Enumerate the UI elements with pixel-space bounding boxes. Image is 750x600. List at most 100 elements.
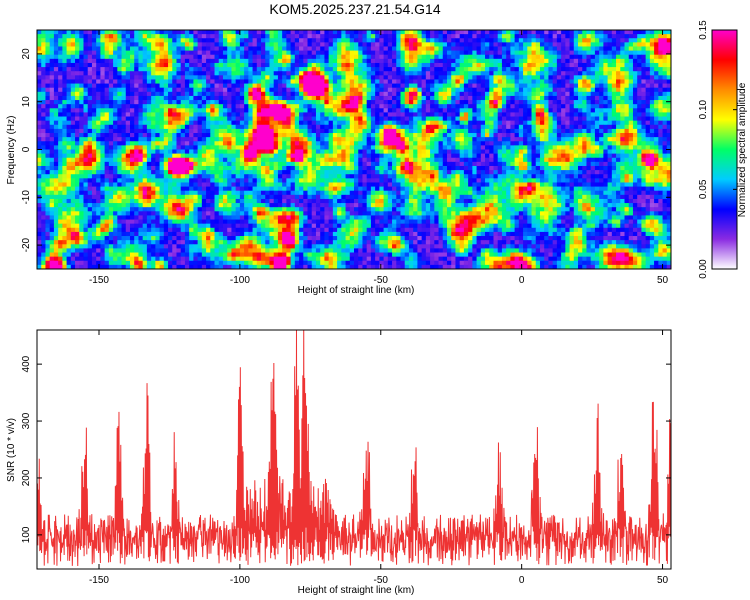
- spectrogram-cell: [556, 141, 562, 146]
- spectrogram-cell: [117, 79, 122, 84]
- spectrogram-cell: [362, 153, 368, 159]
- spectrogram-cell: [210, 104, 215, 109]
- spectrogram-cell: [214, 149, 220, 155]
- spectrogram-cell: [349, 128, 355, 134]
- spectrogram-cell: [83, 46, 89, 51]
- spectrogram-cell: [163, 38, 169, 43]
- spectrogram-cell: [383, 87, 389, 93]
- spectrogram-cell: [392, 62, 397, 68]
- spectrogram-cell: [311, 104, 317, 109]
- spectrogram-cell: [459, 149, 465, 155]
- spectrogram-cell: [654, 71, 659, 76]
- spectrogram-cell: [497, 34, 503, 39]
- spectrogram-cell: [366, 87, 372, 93]
- spectrogram-cell: [168, 91, 173, 97]
- spectrogram-cell: [582, 120, 587, 126]
- spectrogram-cell: [307, 58, 313, 64]
- spectrogram-cell: [641, 62, 647, 68]
- spectrogram-cell: [607, 30, 613, 35]
- spectrogram-cell: [637, 112, 642, 117]
- spectrogram-cell: [654, 137, 659, 142]
- spectrogram-cell: [561, 133, 566, 138]
- spectrogram-cell: [146, 124, 152, 130]
- spectrogram-cell: [392, 108, 397, 113]
- spectrogram-cell: [430, 120, 435, 126]
- spectrogram-cell: [628, 34, 634, 39]
- spectrogram-cell: [184, 100, 190, 105]
- spectrogram-cell: [556, 38, 562, 43]
- spectrogram-cell: [307, 137, 313, 142]
- spectrogram-cell: [222, 79, 228, 84]
- spectrogram-cell: [328, 116, 334, 122]
- spectrogram-cell: [252, 42, 258, 47]
- spectrogram-cell: [311, 128, 317, 134]
- spectrogram-cell: [315, 54, 321, 60]
- spectrogram-cell: [197, 95, 203, 101]
- spectrogram-cell: [227, 120, 232, 126]
- spectrogram-cell: [497, 137, 503, 142]
- spectrogram-cell: [446, 62, 452, 68]
- spectrogram-cell: [620, 153, 625, 159]
- spectrogram-cell: [294, 137, 300, 142]
- spectrogram-cell: [299, 42, 304, 47]
- spectrogram-cell: [320, 50, 325, 56]
- spectrogram-cell: [168, 71, 173, 76]
- spectrogram-cell: [53, 42, 59, 47]
- spectrogram-cell: [66, 54, 72, 60]
- spectrogram-cell: [75, 153, 80, 159]
- spectrogram-cell: [510, 42, 516, 47]
- spectrogram-cell: [37, 149, 42, 155]
- spectrogram-cell: [611, 54, 617, 60]
- spectrogram-cell: [261, 116, 266, 122]
- spectrogram-cell: [400, 42, 406, 47]
- spectrogram-cell: [383, 58, 389, 64]
- spectrogram-cell: [383, 71, 389, 76]
- spectrogram-cell: [607, 157, 613, 163]
- spectrogram-cell: [134, 87, 139, 93]
- spectrogram-cell: [239, 133, 245, 138]
- spectrogram-cell: [666, 34, 671, 39]
- spectrogram-cell: [70, 58, 76, 64]
- spectrogram-cell: [480, 67, 486, 72]
- spectrogram-cell: [451, 116, 456, 122]
- spectrogram-cell: [70, 54, 76, 60]
- spectrogram-cell: [459, 62, 465, 68]
- spectrogram-cell: [417, 128, 423, 134]
- spectrogram-cell: [138, 145, 144, 150]
- spectrogram-cell: [58, 58, 63, 64]
- spectrogram-cell: [184, 54, 190, 60]
- spectrogram-cell: [273, 91, 279, 97]
- spectrogram-cell: [235, 46, 241, 51]
- spectrogram-cell: [299, 124, 304, 130]
- spectrogram-cell: [404, 133, 410, 138]
- spectrogram-cell: [404, 112, 410, 117]
- spectrogram-cell: [408, 71, 414, 76]
- spectrogram-cell: [362, 161, 368, 167]
- spectrogram-cell: [404, 79, 410, 84]
- spectrogram-cell: [404, 54, 410, 60]
- spectrogram-cell: [569, 149, 575, 155]
- spectrogram-cell: [548, 116, 554, 122]
- spectrogram-cell: [354, 145, 359, 150]
- spectrogram-cell: [184, 104, 190, 109]
- spectrogram-cell: [430, 62, 435, 68]
- spectrogram-cell: [501, 145, 507, 150]
- spectrogram-cell: [91, 112, 97, 117]
- spectrogram-cell: [649, 46, 655, 51]
- spectrogram-cell: [556, 79, 562, 84]
- spectrogram-cell: [176, 91, 182, 97]
- spectrogram-cell: [62, 108, 67, 113]
- spectrogram-cell: [231, 116, 237, 122]
- spectrogram-cell: [45, 87, 51, 93]
- spectrogram-cell: [299, 75, 304, 80]
- spectrogram-cell: [586, 54, 592, 60]
- spectrogram-cell: [142, 120, 148, 126]
- spectrogram-cell: [603, 104, 608, 109]
- spectrogram-cell: [349, 34, 355, 39]
- spectrogram-cell: [510, 62, 516, 68]
- spectrogram-cell: [421, 46, 427, 51]
- spectrogram-cell: [41, 38, 46, 43]
- spectrogram-cell: [641, 58, 647, 64]
- spectrogram-cell: [197, 165, 203, 171]
- spectrogram-cell: [413, 71, 418, 76]
